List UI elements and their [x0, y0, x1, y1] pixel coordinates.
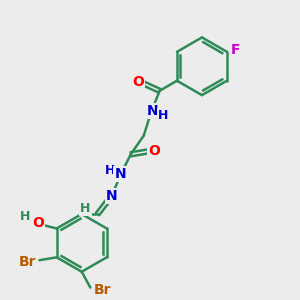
Text: Br: Br — [94, 283, 111, 297]
Text: H: H — [104, 164, 115, 177]
Text: F: F — [230, 44, 240, 57]
Text: O: O — [148, 144, 160, 158]
Text: H: H — [20, 210, 30, 223]
Text: O: O — [132, 75, 144, 89]
Text: N: N — [114, 167, 126, 181]
Text: Br: Br — [19, 255, 36, 269]
Text: H: H — [158, 110, 168, 122]
Text: N: N — [147, 104, 158, 118]
Text: N: N — [106, 189, 117, 203]
Text: O: O — [32, 216, 44, 230]
Text: H: H — [80, 202, 91, 215]
